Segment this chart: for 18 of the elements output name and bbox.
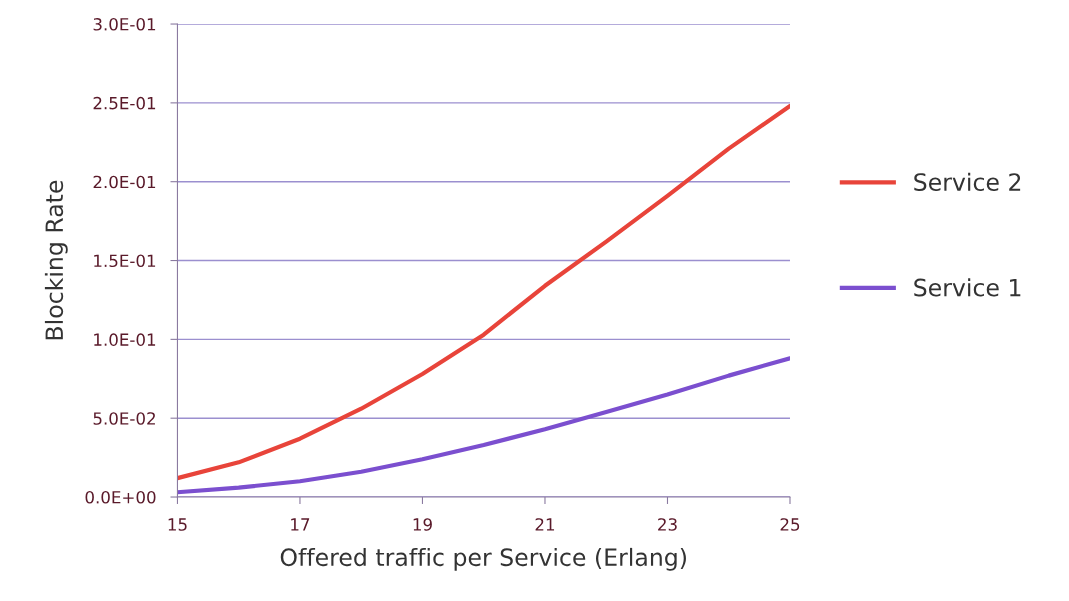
line-series bbox=[177, 103, 790, 481]
legend-label: Service 2 bbox=[914, 172, 1021, 191]
x-tick-label: 25 bbox=[780, 518, 800, 531]
x-tick-label: 23 bbox=[658, 518, 677, 531]
x-axis-title: Offered traffic per Service (Erlang) bbox=[280, 547, 686, 571]
y-tick-label: 0.0E+00 bbox=[85, 490, 156, 504]
y-tick-label: 2.5E-01 bbox=[93, 96, 156, 110]
y-tick-label: 1.0E-01 bbox=[94, 333, 156, 346]
x-tick-label: 19 bbox=[413, 518, 432, 531]
y-axis-title: Blocking Rate bbox=[44, 180, 68, 340]
x-tick-label: 17 bbox=[291, 518, 310, 531]
y-tick-label: 5.0E-02 bbox=[93, 412, 155, 425]
x-tick-label: 21 bbox=[535, 518, 555, 531]
y-tick-label: 1.5E-01 bbox=[94, 254, 156, 268]
y-tick-label: 3.0E-01 bbox=[93, 18, 156, 31]
x-tick-label: 15 bbox=[168, 518, 187, 531]
legend-label: Service 1 bbox=[914, 278, 1021, 297]
y-tick-label: 2.0E-01 bbox=[93, 175, 156, 189]
